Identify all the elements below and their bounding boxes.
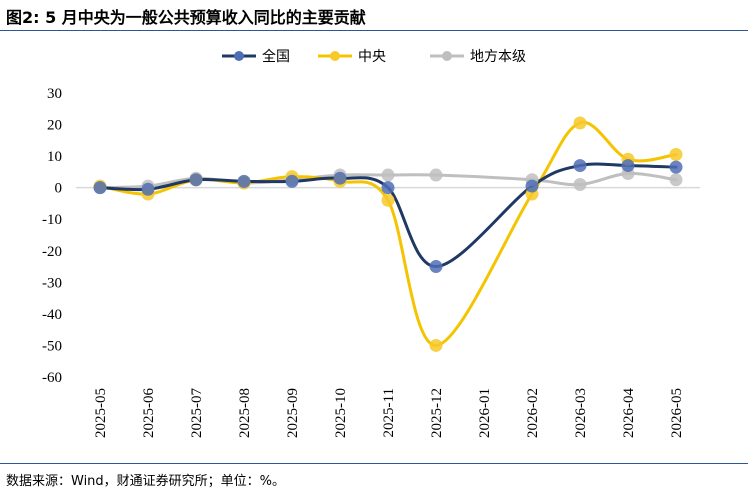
y-tick-label: -10 bbox=[42, 212, 62, 228]
y-tick-label: -30 bbox=[42, 275, 62, 291]
y-axis: 30 20 10 0 -10 -20 -30 -40 -50 -60 bbox=[42, 86, 62, 386]
legend-label: 全国 bbox=[262, 48, 290, 65]
series-line bbox=[98, 121, 678, 347]
legend: 全国 中央 地方本级 bbox=[222, 48, 526, 65]
legend-label: 地方本级 bbox=[470, 49, 526, 65]
x-tick-label: 2025-06 bbox=[141, 388, 157, 438]
data-point bbox=[381, 168, 395, 182]
y-tick-label: 30 bbox=[47, 86, 62, 102]
x-tick-label: 2025-09 bbox=[285, 388, 301, 438]
y-tick-label: 0 bbox=[55, 181, 63, 197]
x-tick-label: 2025-10 bbox=[333, 388, 349, 438]
x-tick-label: 2026-05 bbox=[669, 388, 685, 438]
data-point bbox=[141, 182, 155, 196]
source-note: 数据来源：Wind，财通证券研究所；单位：%。 bbox=[6, 474, 286, 489]
y-tick-label: -20 bbox=[42, 244, 62, 260]
y-tick-label: -60 bbox=[42, 370, 62, 386]
data-point bbox=[381, 193, 395, 207]
x-tick-label: 2026-03 bbox=[573, 388, 589, 438]
y-tick-label: 10 bbox=[47, 149, 62, 165]
figure-title: 图2: 5 月中央为一般公共预算收入同比的主要贡献 bbox=[6, 8, 366, 27]
data-point bbox=[189, 173, 203, 187]
data-point bbox=[669, 160, 683, 174]
x-tick-label: 2025-08 bbox=[237, 388, 253, 438]
data-point bbox=[333, 171, 347, 185]
bottom-rule bbox=[0, 463, 748, 464]
data-point bbox=[93, 181, 107, 195]
x-tick-label: 2025-11 bbox=[381, 388, 397, 437]
y-tick-label: 20 bbox=[47, 118, 62, 134]
x-tick-label: 2026-01 bbox=[477, 388, 493, 438]
x-axis: 2025-05 2025-06 2025-07 2025-08 2025-09 2025-… bbox=[93, 388, 685, 438]
series-points bbox=[93, 116, 683, 352]
data-point bbox=[621, 159, 635, 173]
legend-marker bbox=[330, 51, 340, 61]
line-chart: 全国 中央 地方本级 30 20 10 0 -10 -20 -30 -40 -50 -60 2025-… bbox=[42, 48, 700, 438]
x-tick-label: 2025-12 bbox=[429, 388, 445, 438]
data-point bbox=[429, 338, 443, 352]
legend-marker bbox=[442, 51, 452, 61]
legend-marker bbox=[234, 51, 244, 61]
top-rule bbox=[0, 30, 748, 31]
y-tick-label: -50 bbox=[42, 338, 62, 354]
series-lines bbox=[98, 121, 678, 347]
data-point bbox=[669, 173, 683, 187]
data-point bbox=[285, 174, 299, 188]
data-point bbox=[525, 179, 539, 193]
x-tick-label: 2025-05 bbox=[93, 388, 109, 438]
data-point bbox=[573, 159, 587, 173]
data-point bbox=[381, 181, 395, 195]
data-point bbox=[669, 148, 683, 162]
legend-label: 中央 bbox=[358, 49, 386, 65]
x-tick-label: 2025-07 bbox=[189, 388, 205, 438]
data-point bbox=[237, 174, 251, 188]
x-tick-label: 2026-04 bbox=[621, 388, 637, 438]
data-point bbox=[429, 260, 443, 274]
y-tick-label: -40 bbox=[42, 307, 62, 323]
data-point bbox=[573, 116, 587, 130]
data-point bbox=[573, 178, 587, 192]
x-tick-label: 2026-02 bbox=[525, 388, 541, 438]
data-point bbox=[429, 168, 443, 182]
